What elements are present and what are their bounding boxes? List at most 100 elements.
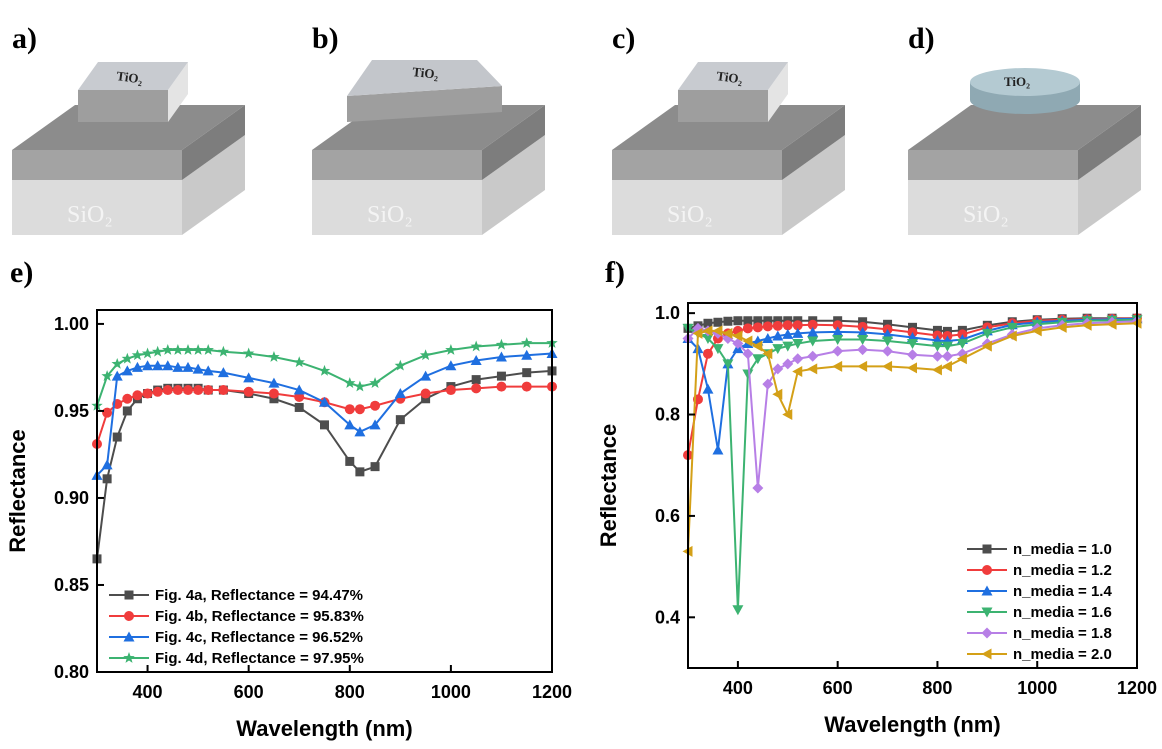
marker: [131, 361, 143, 372]
marker: [217, 345, 230, 357]
y-tick-label: 0.8: [655, 405, 680, 425]
marker: [318, 364, 331, 376]
legend-marker: [123, 631, 135, 642]
x-axis-title: Wavelength (nm): [824, 712, 1000, 737]
marker: [344, 404, 355, 415]
x-tick-label: 600: [234, 682, 264, 702]
slab-front: [612, 150, 782, 180]
block-label: TiO₂: [116, 68, 144, 86]
y-tick-label: 0.6: [655, 506, 680, 526]
marker: [470, 340, 482, 352]
marker: [102, 407, 113, 418]
marker: [471, 375, 481, 385]
legend-label: n_media = 2.0: [1013, 646, 1112, 663]
marker: [102, 474, 112, 484]
marker: [182, 344, 194, 355]
marker: [162, 344, 174, 355]
marker: [419, 349, 432, 361]
marker: [1006, 330, 1017, 342]
series-line: [96, 385, 552, 445]
marker: [495, 351, 507, 362]
marker: [782, 358, 794, 370]
marker: [713, 317, 723, 327]
marker: [202, 344, 214, 355]
marker: [832, 326, 844, 337]
marker: [702, 348, 713, 359]
marker: [496, 371, 506, 381]
substrate-side: [1078, 135, 1141, 235]
chart: e) 400 600 800 1000 1200 0.80 0.85 0.90 0.95 1.00 W…: [5, 256, 572, 741]
marker: [293, 356, 305, 368]
marker: [243, 386, 254, 397]
marker: [703, 318, 713, 328]
block-front: [678, 90, 768, 122]
marker: [832, 360, 843, 372]
legend-marker: [981, 648, 992, 660]
marker: [941, 360, 952, 372]
marker: [832, 345, 844, 357]
marker: [733, 316, 743, 326]
marker: [882, 345, 894, 357]
marker: [101, 370, 113, 381]
legend-label: n_media = 1.0: [1013, 541, 1112, 558]
marker: [807, 363, 818, 375]
marker: [782, 320, 793, 331]
legend-marker: [981, 627, 993, 639]
legend-label: n_media = 1.2: [1013, 562, 1112, 579]
legend-label: Fig. 4c, Reflectance = 96.52%: [155, 629, 363, 646]
marker: [420, 388, 431, 399]
block-label: TiO₂: [412, 64, 440, 82]
marker: [782, 341, 794, 352]
marker: [111, 370, 123, 381]
marker: [857, 335, 869, 345]
slab-top: [612, 105, 845, 150]
substrate-front: [12, 180, 182, 235]
legend-marker: [982, 544, 992, 554]
marker: [762, 321, 773, 332]
marker: [956, 339, 968, 350]
slab-side: [1078, 105, 1141, 180]
x-tick-label: 1200: [1117, 678, 1157, 698]
marker: [941, 350, 953, 362]
marker: [395, 415, 405, 425]
marker: [394, 359, 407, 371]
marker: [857, 321, 868, 332]
marker: [192, 344, 204, 355]
marker: [702, 325, 713, 337]
marker: [882, 360, 893, 372]
marker: [692, 327, 703, 339]
marker: [319, 396, 330, 407]
marker: [121, 352, 134, 364]
substrate-front: [908, 180, 1078, 235]
marker: [132, 390, 143, 401]
marker: [732, 330, 743, 342]
x-tick-label: 400: [723, 678, 753, 698]
marker: [521, 381, 532, 392]
plot-frame: [96, 309, 553, 673]
legend-label: Fig. 4b, Reflectance = 95.83%: [155, 608, 364, 625]
marker: [807, 350, 819, 362]
marker: [832, 320, 843, 331]
marker: [152, 360, 164, 371]
marker: [907, 362, 917, 374]
marker: [162, 360, 174, 371]
marker: [857, 360, 868, 372]
marker: [345, 456, 355, 466]
marker: [752, 322, 763, 333]
structure: SiO₂ TiO₂: [312, 60, 545, 235]
marker: [172, 385, 183, 396]
marker: [172, 361, 184, 372]
marker: [932, 325, 942, 335]
marker: [931, 341, 943, 352]
legend-label: n_media = 1.6: [1013, 604, 1112, 621]
marker: [268, 388, 279, 399]
marker: [782, 409, 793, 421]
marker: [807, 326, 819, 337]
marker: [712, 444, 724, 455]
plot-area: [91, 337, 558, 564]
substrate-front: [312, 180, 482, 235]
slab-front: [908, 150, 1078, 180]
marker: [394, 388, 406, 399]
x-axis-title: Wavelength (nm): [236, 716, 412, 741]
